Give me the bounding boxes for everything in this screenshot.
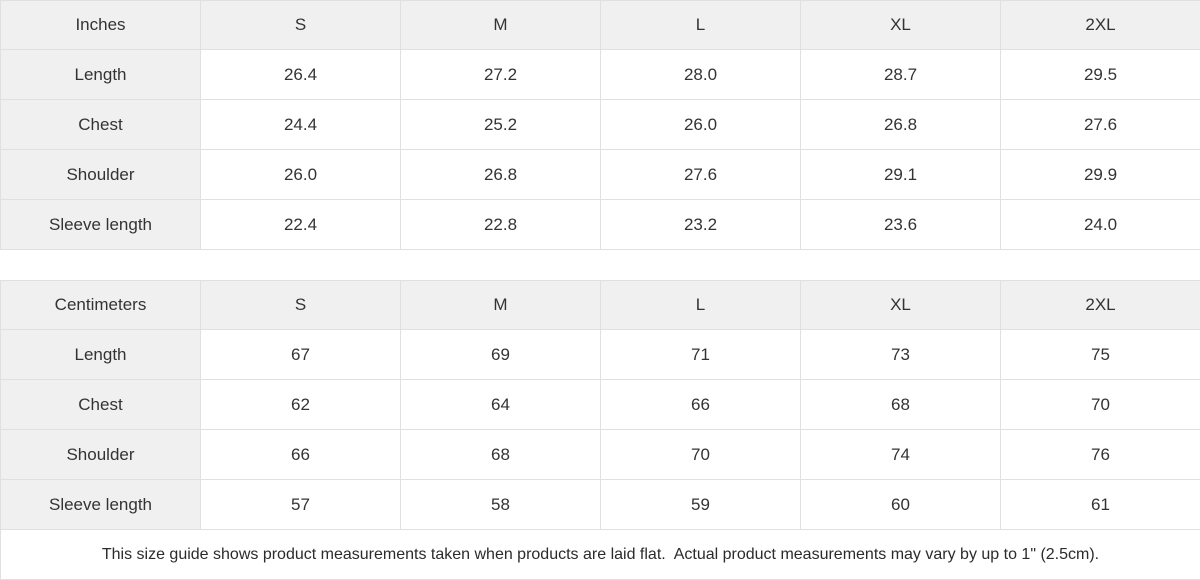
table-row: Sleeve length 57 58 59 60 61 [0,479,1200,530]
row-label-length: Length [0,49,201,100]
measurement-cell: 26.0 [600,99,801,150]
measurement-cell: 25.2 [400,99,601,150]
footer-note: This size guide shows product measuremen… [0,529,1200,580]
row-label-shoulder: Shoulder [0,429,201,480]
footer-row: This size guide shows product measuremen… [0,529,1200,580]
column-header-l: L [600,0,801,50]
column-header-m: M [400,280,601,330]
measurement-cell: 26.4 [200,49,401,100]
measurement-cell: 62 [200,379,401,430]
measurement-cell: 27.6 [600,149,801,200]
centimeters-header-row: Centimeters S M L XL 2XL [0,280,1200,330]
measurement-cell: 64 [400,379,601,430]
row-label-sleeve-length: Sleeve length [0,199,201,250]
unit-header-inches: Inches [0,0,201,50]
row-label-shoulder: Shoulder [0,149,201,200]
measurement-cell: 58 [400,479,601,530]
measurement-cell: 26.0 [200,149,401,200]
measurement-cell: 22.8 [400,199,601,250]
measurement-cell: 74 [800,429,1001,480]
column-header-xl: XL [800,280,1001,330]
measurement-cell: 66 [600,379,801,430]
column-header-m: M [400,0,601,50]
measurement-cell: 27.6 [1000,99,1200,150]
table-gap-spacer [0,250,1200,280]
size-table-inches: Inches S M L XL 2XL Length 26.4 27.2 28.… [0,0,1200,250]
measurement-cell: 70 [1000,379,1200,430]
measurement-cell: 69 [400,329,601,380]
unit-header-centimeters: Centimeters [0,280,201,330]
measurement-cell: 76 [1000,429,1200,480]
measurement-cell: 23.2 [600,199,801,250]
table-row: Chest 24.4 25.2 26.0 26.8 27.6 [0,99,1200,150]
table-row: Shoulder 26.0 26.8 27.6 29.1 29.9 [0,149,1200,200]
measurement-cell: 67 [200,329,401,380]
measurement-cell: 59 [600,479,801,530]
measurement-cell: 26.8 [800,99,1001,150]
measurement-cell: 66 [200,429,401,480]
size-table-centimeters: Centimeters S M L XL 2XL Length 67 69 71… [0,280,1200,580]
measurement-cell: 22.4 [200,199,401,250]
column-header-xl: XL [800,0,1001,50]
measurement-cell: 24.0 [1000,199,1200,250]
table-row: Sleeve length 22.4 22.8 23.2 23.6 24.0 [0,199,1200,250]
column-header-l: L [600,280,801,330]
table-row: Length 67 69 71 73 75 [0,329,1200,380]
measurement-cell: 75 [1000,329,1200,380]
measurement-cell: 68 [400,429,601,480]
table-row: Shoulder 66 68 70 74 76 [0,429,1200,480]
measurement-cell: 23.6 [800,199,1001,250]
measurement-cell: 71 [600,329,801,380]
measurement-cell: 29.9 [1000,149,1200,200]
column-header-s: S [200,0,401,50]
row-label-chest: Chest [0,379,201,430]
table-row: Chest 62 64 66 68 70 [0,379,1200,430]
inches-header-row: Inches S M L XL 2XL [0,0,1200,50]
measurement-cell: 28.0 [600,49,801,100]
measurement-cell: 57 [200,479,401,530]
measurement-cell: 60 [800,479,1001,530]
measurement-cell: 28.7 [800,49,1001,100]
measurement-cell: 27.2 [400,49,601,100]
column-header-s: S [200,280,401,330]
row-label-length: Length [0,329,201,380]
measurement-cell: 70 [600,429,801,480]
table-row: Length 26.4 27.2 28.0 28.7 29.5 [0,49,1200,100]
measurement-cell: 68 [800,379,1001,430]
column-header-2xl: 2XL [1000,0,1200,50]
measurement-cell: 24.4 [200,99,401,150]
measurement-cell: 29.5 [1000,49,1200,100]
row-label-sleeve-length: Sleeve length [0,479,201,530]
measurement-cell: 73 [800,329,1001,380]
column-header-2xl: 2XL [1000,280,1200,330]
row-label-chest: Chest [0,99,201,150]
measurement-cell: 26.8 [400,149,601,200]
measurement-cell: 61 [1000,479,1200,530]
measurement-cell: 29.1 [800,149,1001,200]
